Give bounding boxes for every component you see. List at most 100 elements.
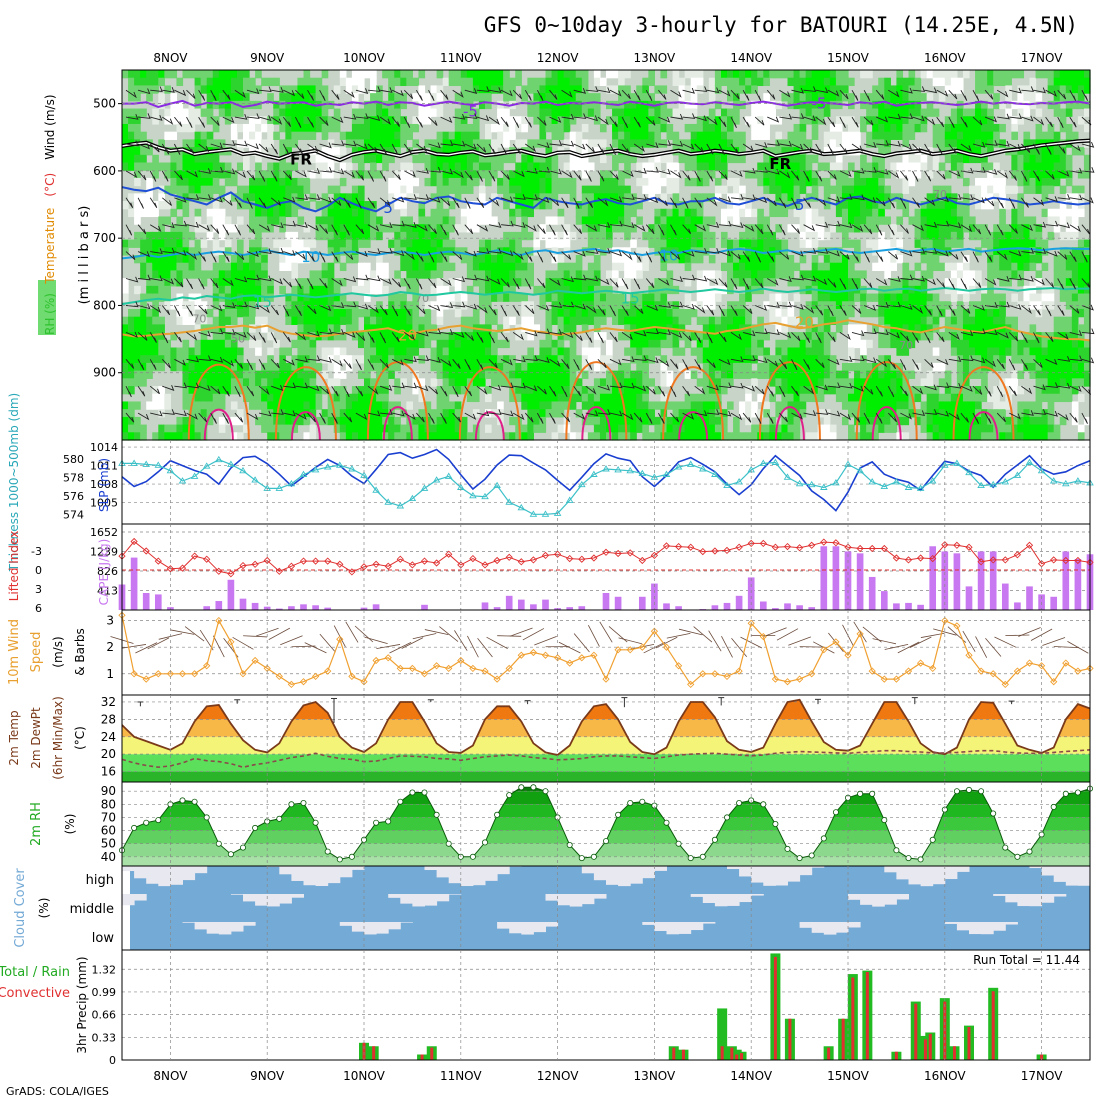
rh-cell bbox=[466, 185, 474, 194]
rh-cell bbox=[357, 270, 365, 279]
rh-cell bbox=[902, 308, 910, 318]
rh-cell bbox=[394, 270, 401, 279]
rh-cell bbox=[533, 362, 541, 372]
rh-cell bbox=[164, 170, 171, 179]
rh-cell bbox=[200, 424, 208, 433]
rh-cell bbox=[400, 339, 407, 349]
rh-cell bbox=[430, 362, 438, 372]
rh-cell bbox=[727, 193, 734, 202]
rh-cell bbox=[860, 123, 867, 133]
rh-cell bbox=[938, 362, 946, 372]
rh-cell bbox=[557, 424, 565, 433]
rh-cell bbox=[987, 123, 994, 133]
rh-cell bbox=[708, 123, 716, 133]
rh-cell bbox=[533, 231, 541, 241]
rh-cell bbox=[339, 416, 347, 426]
rh-cell bbox=[394, 362, 401, 372]
rh-cell bbox=[823, 432, 831, 441]
rh-cell bbox=[128, 401, 135, 410]
rh-cell bbox=[841, 185, 849, 194]
rh-cell bbox=[793, 170, 801, 179]
rh-cell bbox=[624, 416, 631, 426]
rh-cell bbox=[811, 262, 819, 272]
rh-cell bbox=[382, 401, 389, 410]
rh-cell bbox=[763, 239, 770, 248]
rh-cell bbox=[206, 308, 214, 318]
rh-cell bbox=[255, 416, 262, 426]
rh-cell bbox=[357, 339, 365, 349]
rh-cell bbox=[357, 416, 365, 426]
rh-cell bbox=[654, 424, 662, 433]
rh-cell bbox=[678, 316, 686, 325]
rh-cell bbox=[714, 77, 722, 87]
rh-cell bbox=[878, 386, 885, 395]
rh-cell bbox=[793, 123, 801, 133]
rh-cell bbox=[472, 332, 480, 341]
rh-cell bbox=[612, 255, 619, 264]
rh-cell bbox=[950, 208, 958, 218]
rh-cell bbox=[164, 393, 171, 403]
rh-cell bbox=[944, 409, 952, 418]
rh-cell bbox=[769, 170, 776, 179]
rh-cell bbox=[224, 270, 232, 279]
rh-cell bbox=[515, 393, 522, 403]
rh-cell bbox=[327, 116, 335, 125]
rh-cell bbox=[872, 224, 879, 233]
rh-cell bbox=[696, 131, 704, 140]
rh-cell bbox=[612, 401, 619, 410]
rh-cell bbox=[987, 308, 994, 318]
rh-cell bbox=[624, 208, 631, 218]
rh-cell bbox=[720, 185, 728, 194]
rh-cell bbox=[581, 147, 589, 156]
rh-cell bbox=[188, 262, 196, 272]
rh-cell bbox=[624, 93, 631, 102]
rh-cell bbox=[793, 177, 801, 187]
rh-cell bbox=[261, 116, 268, 125]
rh-cell bbox=[618, 85, 625, 94]
rh-cell bbox=[454, 424, 462, 433]
rh-cell bbox=[817, 216, 825, 225]
rh-cell bbox=[230, 193, 238, 202]
rh-cell bbox=[624, 170, 631, 179]
rh-cell bbox=[672, 185, 680, 194]
rh-cell bbox=[291, 316, 299, 325]
rh-cell bbox=[733, 278, 740, 287]
rh-cell bbox=[993, 401, 1000, 410]
rh-cell bbox=[636, 123, 643, 133]
rh-cell bbox=[835, 308, 843, 318]
rh-cell bbox=[563, 116, 571, 125]
rh-cell bbox=[902, 77, 910, 87]
rh-cell bbox=[727, 378, 734, 387]
rh-cell bbox=[273, 177, 280, 187]
rh-cell bbox=[654, 386, 662, 395]
rh-cell bbox=[636, 262, 643, 272]
rh-cell bbox=[134, 162, 141, 171]
rh-cell bbox=[400, 324, 407, 333]
rh-cell bbox=[485, 270, 492, 279]
rh-cell bbox=[938, 162, 946, 171]
rh-cell bbox=[708, 77, 716, 87]
rh-cell bbox=[781, 401, 789, 410]
rh-cell bbox=[569, 401, 577, 410]
rh-cell bbox=[678, 208, 686, 218]
rh-cell bbox=[164, 216, 171, 225]
rh-cell bbox=[775, 224, 783, 233]
rh-cell bbox=[394, 293, 401, 302]
rh-cell bbox=[430, 255, 438, 264]
rh-cell bbox=[926, 378, 934, 387]
rh-cell bbox=[769, 278, 776, 287]
rh-cell bbox=[962, 123, 970, 133]
rh-cell bbox=[612, 370, 619, 379]
rh-cell bbox=[255, 70, 262, 79]
rh-cell bbox=[896, 201, 904, 210]
rh-cell bbox=[884, 424, 891, 433]
rh-cell bbox=[981, 123, 988, 133]
rh-cell bbox=[890, 131, 897, 140]
rh-cell bbox=[478, 339, 486, 349]
rh-cell bbox=[793, 85, 801, 94]
rh-cell bbox=[267, 370, 274, 379]
rh-cell bbox=[999, 355, 1006, 364]
rh-cell bbox=[920, 108, 928, 117]
rh-cell bbox=[950, 293, 958, 302]
rh-cell bbox=[194, 362, 202, 372]
